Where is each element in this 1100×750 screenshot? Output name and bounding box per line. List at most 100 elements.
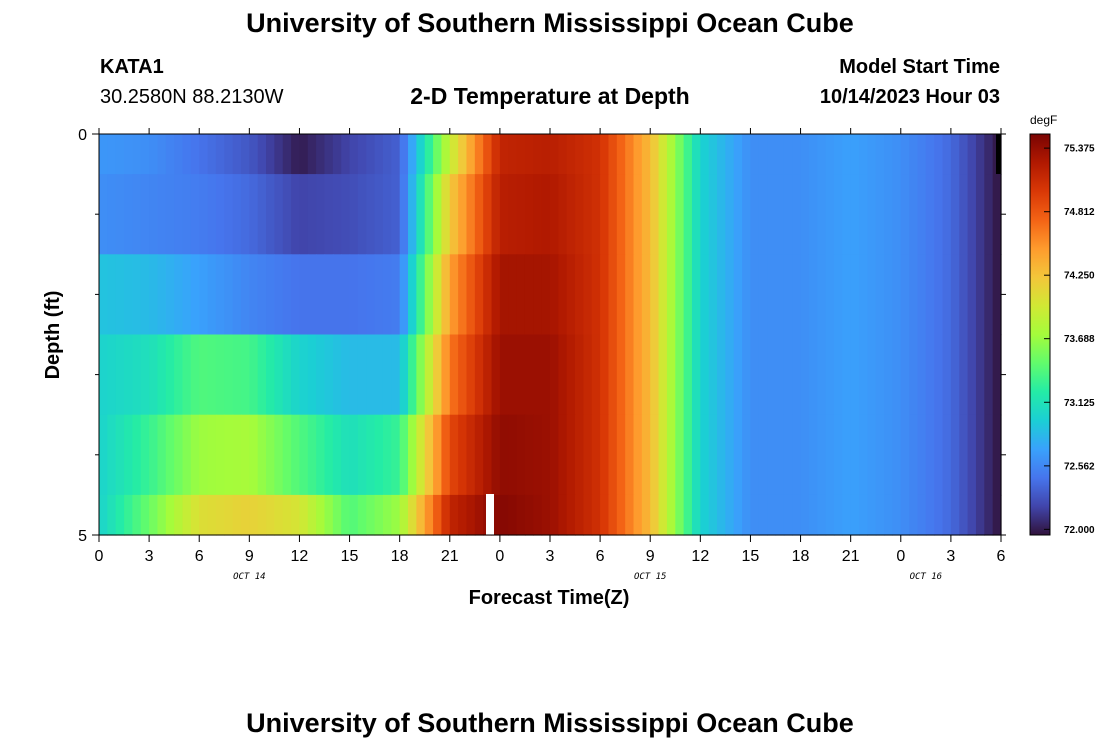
heatmap-cell [199,134,209,175]
heatmap-cell [224,174,234,255]
heatmap-cell [165,494,175,536]
heatmap-cell [633,134,643,175]
heatmap-cell [925,134,935,175]
heatmap-cell [140,334,150,416]
heatmap-cell [107,494,117,536]
heatmap-cell [524,134,534,175]
heatmap-cell [792,334,802,416]
heatmap-cell [750,414,760,496]
heatmap-cell [416,134,426,175]
heatmap-cell [583,414,593,496]
heatmap-cell [658,334,668,416]
heatmap-cell [499,494,509,536]
heatmap-cell [842,414,852,496]
heatmap-cell [650,134,660,175]
heatmap-cell [466,254,476,336]
x-tick-label: 15 [742,548,760,565]
heatmap-cell [658,414,668,496]
heatmap-cell [207,414,217,496]
x-tick-label: 6 [195,548,204,565]
heatmap-cell [107,134,117,175]
heatmap-cell [934,254,944,336]
heatmap-cell [341,254,351,336]
heatmap-cell [942,334,952,416]
heatmap-cell [366,174,376,255]
heatmap-cell [508,334,518,416]
heatmap-cell [458,414,468,496]
heatmap-cell [357,334,367,416]
heatmap-cell [700,134,710,175]
heatmap-cell [950,254,960,336]
heatmap-cell [975,134,985,175]
heatmap-cell [825,414,835,496]
heatmap-cell [391,494,401,536]
heatmap-cell [157,254,167,336]
heatmap-cell [825,254,835,336]
heatmap-cell [399,174,409,255]
x-tick-label: 9 [646,548,655,565]
heatmap-cell [474,494,484,536]
heatmap-cell [408,134,417,175]
heatmap-cell [683,414,693,496]
heatmap-cell [833,174,843,255]
heatmap-cell [550,494,559,536]
heatmap-cell [984,414,994,496]
heatmap-cell [600,334,610,416]
heatmap-cell [666,334,676,416]
temperature-heatmap-chart: 0 3 6 9 12 15 18 21 0 3 6 9 12 15 18 21 0 3 6 OCT 14 OCT 15 O… [42,113,1095,609]
heatmap-cell [332,414,342,496]
heatmap-cell [541,494,551,536]
heatmap-cell [942,414,952,496]
heatmap-cell [717,414,726,496]
heatmap-cell [516,414,526,496]
heatmap-cell [583,494,593,536]
heatmap-cell [140,254,150,336]
heatmap-cell [257,174,267,255]
heatmap-cell [357,254,367,336]
heatmap-cell [859,174,868,255]
heatmap-cell [934,414,944,496]
heatmap-cell [491,414,501,496]
heatmap-cell [483,134,493,175]
model-start-label: Model Start Time [839,56,1000,78]
heatmap-cell [733,254,743,336]
heatmap-cell [266,254,275,336]
colorbar-tick-label: 73.125 [1064,398,1095,409]
heatmap-cell [224,494,234,536]
x-tick-label: 6 [596,548,605,565]
heatmap-cell [99,494,108,536]
heatmap-cell [491,494,501,536]
heatmap-cell [825,494,835,536]
heatmap-cell [433,134,443,175]
heatmap-cell [934,174,944,255]
heatmap-cell [366,134,376,175]
heatmap-cell [165,334,175,416]
heatmap-cell [775,494,785,536]
heatmap-cell [558,414,568,496]
heatmap-cell [449,494,459,536]
heatmap-cell [399,414,409,496]
heatmap-cell [641,494,651,536]
heatmap-cell [725,414,735,496]
heatmap-cell [900,174,910,255]
heatmap-cell [115,254,125,336]
heatmap-cell [399,334,409,416]
heatmap-cell [909,254,919,336]
heatmap-cell [240,254,250,336]
heatmap-cell [550,334,559,416]
heatmap-cell [859,494,868,536]
heatmap-cell [750,134,760,175]
heatmap-cell [257,494,267,536]
colorbar-tick-label: 72.562 [1064,461,1095,472]
heatmap-cell [867,174,877,255]
heatmap-cell [499,134,509,175]
heatmap-cell [474,174,484,255]
heatmap-cell [165,134,175,175]
heatmap-cell [441,494,451,536]
heatmap-cell [892,254,902,336]
heatmap-cell [207,494,217,536]
heatmap-cell [449,254,459,336]
heatmap-cell [533,174,543,255]
heatmap-cell [391,254,401,336]
heatmap-cell [174,254,184,336]
